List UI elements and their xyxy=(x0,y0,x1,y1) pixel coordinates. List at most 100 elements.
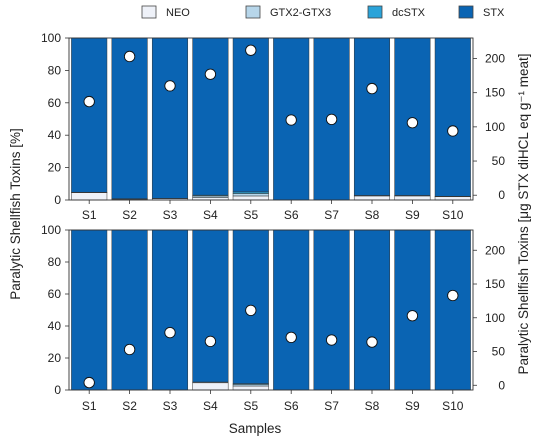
y-axis-title-left: Paralytic Shellfish Toxins [%] xyxy=(8,128,23,300)
bar-stx-s3 xyxy=(151,229,189,391)
x-tick-label-s3: S3 xyxy=(163,399,178,413)
bar-stx-s9 xyxy=(394,37,431,196)
x-tick-label-s5: S5 xyxy=(243,208,258,222)
x-tick-label-s3: S3 xyxy=(163,208,178,222)
marker-s7 xyxy=(325,334,338,346)
marker-s6 xyxy=(285,331,297,343)
y-tick-label-right: 100 xyxy=(485,120,505,134)
legend-label-gtx2-gtx3: GTX2-GTX3 xyxy=(270,7,331,19)
y-axis-title-right: Paralytic Shellfish Toxins [μg STX diHCL… xyxy=(516,53,531,374)
bar-stx-s7 xyxy=(313,229,350,391)
y-tick-label-left: 40 xyxy=(48,128,62,142)
bar-neo-s10 xyxy=(434,196,471,201)
x-tick-label-s8: S8 xyxy=(365,208,380,222)
plot-frame xyxy=(68,37,474,201)
y-tick-label-left: 40 xyxy=(48,319,62,333)
x-tick-label-s9: S9 xyxy=(405,208,420,222)
x-tick-label-s4: S4 xyxy=(203,208,218,222)
x-tick-label-s10: S10 xyxy=(442,208,464,222)
x-tick-label-s6: S6 xyxy=(284,399,299,413)
marker-s1 xyxy=(83,95,95,108)
bar-stx-s6 xyxy=(273,229,310,391)
y-tick-label-left: 100 xyxy=(41,223,61,237)
legend-swatch-dcstx xyxy=(367,5,383,19)
plot-frame xyxy=(68,229,474,391)
bar-neo-s4 xyxy=(192,382,229,391)
legend-label-dcstx: dcSTX xyxy=(392,7,426,19)
legend-swatch-gtx2-gtx3 xyxy=(245,5,261,19)
x-tick-label-s7: S7 xyxy=(324,208,339,222)
bar-stx-s8 xyxy=(353,229,391,391)
marker-s9 xyxy=(406,117,419,129)
x-tick-label-s8: S8 xyxy=(365,399,380,413)
bar-neo-s8 xyxy=(353,195,391,201)
bar-stx-s2 xyxy=(111,229,148,391)
bar-neo-s1 xyxy=(71,192,108,201)
x-axis-title: Samples xyxy=(229,421,282,436)
legend-swatch-neo xyxy=(141,5,157,19)
y-tick-label-left: 0 xyxy=(54,193,61,207)
bar-gtx2-gtx3-s5 xyxy=(232,193,269,197)
y-tick-label-left: 60 xyxy=(48,287,62,301)
marker-s5 xyxy=(245,304,257,316)
panel-bottom: S1 S2 S3 S4 S5 S6 S7 S8 S9 S10 0 20 40 60 80 100 0 50 100 1… xyxy=(41,223,505,413)
bar-stx-s4 xyxy=(192,229,229,383)
bar-neo-s5 xyxy=(232,195,269,201)
y-tick-label-left: 80 xyxy=(48,63,62,77)
x-tick-label-s10: S10 xyxy=(442,399,464,413)
legend: NEO GTX2-GTX3 dcSTX STX xyxy=(141,5,505,19)
bar-stx-s3 xyxy=(151,37,189,199)
marker-s4 xyxy=(204,68,217,80)
bar-stx-s1 xyxy=(71,37,108,193)
bar-neo-s9 xyxy=(394,195,431,201)
marker-s5 xyxy=(245,44,257,56)
marker-s10 xyxy=(447,125,459,137)
x-tick-label-s5: S5 xyxy=(243,399,258,413)
y-tick-label-left: 80 xyxy=(48,255,62,269)
bar-stx-s8 xyxy=(353,37,391,196)
x-tick-label-s6: S6 xyxy=(284,208,299,222)
x-tick-label-s1: S1 xyxy=(82,208,97,222)
y-tick-label-right: 50 xyxy=(492,345,506,359)
y-tick-label-left: 100 xyxy=(41,31,61,45)
legend-label-neo: NEO xyxy=(166,7,190,19)
x-tick-label-s1: S1 xyxy=(82,399,97,413)
bar-stx-s4 xyxy=(192,37,229,196)
bar-neo-s5 xyxy=(232,385,269,391)
marker-s6 xyxy=(285,114,297,126)
y-tick-label-right: 200 xyxy=(485,243,505,257)
x-tick-label-s7: S7 xyxy=(324,399,339,413)
y-tick-label-right: 200 xyxy=(485,52,505,66)
marker-s2 xyxy=(123,50,136,63)
bar-stx-s10 xyxy=(434,229,471,391)
y-tick-label-right: 150 xyxy=(485,86,505,100)
bar-stx-s9 xyxy=(394,229,431,391)
marker-s1 xyxy=(83,376,95,389)
legend-label-stx: STX xyxy=(483,7,505,19)
y-tick-label-left: 20 xyxy=(48,161,62,175)
x-tick-label-s2: S2 xyxy=(122,208,137,222)
x-tick-label-s4: S4 xyxy=(203,399,218,413)
marker-s8 xyxy=(366,82,378,95)
marker-s3 xyxy=(164,326,176,339)
marker-s7 xyxy=(325,113,338,125)
marker-s10 xyxy=(447,289,459,302)
marker-s4 xyxy=(204,335,217,348)
y-tick-label-left: 20 xyxy=(48,351,62,365)
panel-top: S1 S2 S3 S4 S5 S6 S7 S8 S9 S10 0 20 40 60 80 100 0 50 100 1… xyxy=(41,31,505,222)
x-tick-label-s2: S2 xyxy=(122,399,137,413)
y-tick-label-right: 0 xyxy=(498,188,505,202)
x-tick-label-s9: S9 xyxy=(405,399,420,413)
y-tick-label-left: 60 xyxy=(48,96,62,110)
marker-s3 xyxy=(164,80,176,92)
bar-stx-s10 xyxy=(434,37,471,197)
marker-s8 xyxy=(366,336,378,348)
bar-stx-s1 xyxy=(71,229,108,391)
marker-s9 xyxy=(406,310,419,322)
bar-stx-s5 xyxy=(232,37,269,193)
y-tick-label-right: 0 xyxy=(498,378,505,392)
y-tick-label-right: 150 xyxy=(485,277,505,291)
y-tick-label-left: 0 xyxy=(54,383,61,397)
marker-s2 xyxy=(123,343,136,356)
